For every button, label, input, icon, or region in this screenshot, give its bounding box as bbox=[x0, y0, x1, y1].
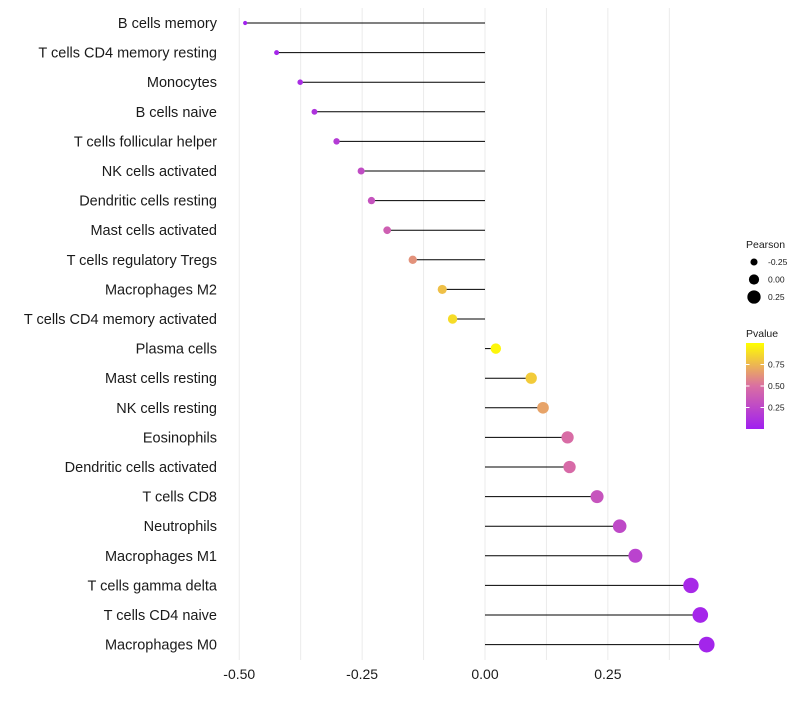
lollipop-point bbox=[447, 314, 458, 324]
lollipop-point bbox=[698, 636, 715, 653]
legend: Pearson -0.25 0.00 0.25 Pvalue 0.75 0.50 0.25 bbox=[746, 239, 788, 429]
lollipop-point bbox=[563, 460, 576, 474]
size-legend-key bbox=[750, 258, 758, 266]
category-label: Dendritic cells resting bbox=[79, 194, 217, 210]
lollipop-point bbox=[537, 401, 549, 414]
size-legend-label: -0.25 bbox=[768, 257, 788, 267]
color-legend-label: 0.50 bbox=[768, 381, 785, 391]
lollipop-point bbox=[612, 519, 627, 533]
category-label: T cells CD4 memory activated bbox=[24, 312, 217, 328]
lollipop-point bbox=[525, 372, 537, 384]
size-legend-label: 0.25 bbox=[768, 292, 785, 302]
category-label: Macrophages M1 bbox=[105, 549, 217, 565]
x-tick-label: -0.25 bbox=[346, 666, 378, 682]
lollipop-point bbox=[333, 138, 340, 145]
lollipop-point bbox=[243, 20, 248, 26]
category-label: Plasma cells bbox=[136, 342, 217, 358]
lollipop-point bbox=[311, 108, 318, 115]
points bbox=[243, 20, 715, 653]
lollipop-point bbox=[367, 196, 376, 205]
lollipop-point bbox=[490, 343, 502, 354]
category-label: Neutrophils bbox=[144, 519, 217, 535]
category-label: Dendritic cells activated bbox=[65, 460, 217, 476]
category-label: Macrophages M0 bbox=[105, 638, 217, 654]
category-label: Eosinophils bbox=[143, 430, 217, 446]
category-label: NK cells activated bbox=[102, 164, 217, 180]
size-legend-key bbox=[748, 274, 760, 285]
lollipop-point bbox=[357, 167, 365, 175]
size-legend-label: 0.00 bbox=[768, 275, 785, 285]
category-label: T cells CD4 memory resting bbox=[38, 46, 217, 62]
size-legend-key bbox=[747, 290, 761, 304]
category-label: NK cells resting bbox=[116, 401, 217, 417]
category-labels: B cells memory T cells CD4 memory resting… bbox=[24, 16, 218, 654]
color-legend-label: 0.75 bbox=[768, 360, 785, 370]
category-label: T cells CD4 naive bbox=[104, 608, 217, 624]
lollipop-point bbox=[274, 50, 280, 56]
category-label: T cells gamma delta bbox=[88, 578, 218, 594]
color-legend-title: Pvalue bbox=[746, 328, 778, 340]
lollipop-point bbox=[561, 431, 574, 444]
x-tick-label: 0.00 bbox=[471, 666, 498, 682]
lollipop-point bbox=[692, 607, 709, 623]
size-legend-title: Pearson bbox=[746, 239, 785, 251]
lollipop-point bbox=[590, 490, 604, 504]
stems bbox=[245, 22, 707, 646]
lollipop-point bbox=[383, 226, 392, 235]
category-label: Macrophages M2 bbox=[105, 282, 217, 298]
category-label: T cells regulatory Tregs bbox=[67, 253, 217, 269]
x-tick-label: -0.50 bbox=[223, 666, 255, 682]
color-legend-label: 0.25 bbox=[768, 403, 785, 413]
lollipop-point bbox=[437, 284, 447, 294]
category-label: B cells memory bbox=[118, 16, 218, 32]
lollipop-point bbox=[297, 79, 303, 85]
lollipop-point bbox=[683, 577, 699, 594]
x-axis-ticks: -0.50 -0.25 0.00 0.25 bbox=[223, 666, 621, 682]
grid-lines bbox=[238, 8, 670, 660]
color-legend-bar bbox=[746, 343, 764, 429]
category-label: Monocytes bbox=[147, 75, 217, 91]
category-label: B cells naive bbox=[136, 105, 217, 121]
category-label: T cells CD8 bbox=[142, 490, 217, 506]
lollipop-point bbox=[628, 548, 643, 563]
category-label: Mast cells resting bbox=[105, 371, 217, 387]
category-label: Mast cells activated bbox=[90, 223, 217, 239]
x-tick-label: 0.25 bbox=[594, 666, 621, 682]
category-label: T cells follicular helper bbox=[74, 134, 217, 150]
lollipop-point bbox=[408, 255, 417, 264]
